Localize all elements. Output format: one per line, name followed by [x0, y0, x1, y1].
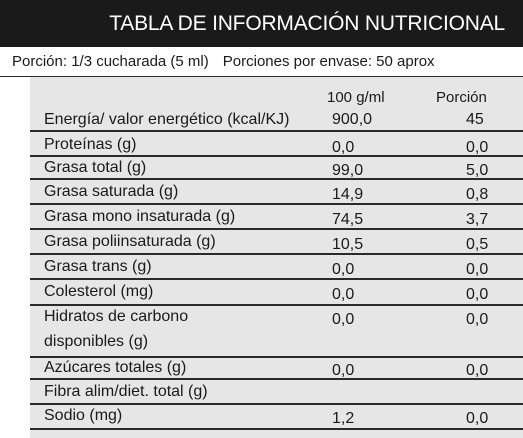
value-per-100: 0,0: [332, 286, 355, 303]
nutrient-label: Azúcares totales (g): [44, 359, 187, 376]
row-divider: [30, 278, 523, 280]
nutrient-label: Grasa saturada (g): [44, 183, 179, 200]
value-per-100: 900,0: [332, 111, 373, 128]
value-per-100: 1,2: [332, 410, 355, 427]
row-divider: [30, 304, 523, 306]
nutrient-label: Proteínas (g): [44, 136, 137, 153]
column-header-per-portion: Porción: [436, 89, 487, 106]
nutrient-label: Colesterol (mg): [44, 283, 154, 300]
row-divider: [30, 356, 523, 358]
row-divider: [30, 130, 523, 132]
value-per-100: 0,0: [332, 261, 355, 278]
table-title: TABLA DE INFORMACIÓN NUTRICIONAL: [0, 0, 523, 47]
value-per-100: 14,9: [332, 186, 364, 203]
portions-per-container: Porciones por envase: 50 aprox: [222, 53, 435, 70]
value-per-100: 0,0: [332, 362, 355, 379]
nutrient-label: Grasa mono insaturada (g): [44, 208, 236, 225]
row-divider: [30, 203, 523, 205]
value-per-portion: 0,0: [466, 311, 489, 328]
value-per-100: 74,5: [332, 211, 364, 228]
table-body-background: [30, 77, 523, 438]
nutrient-label: Grasa trans (g): [44, 258, 152, 275]
value-per-100: 99,0: [332, 162, 364, 179]
value-per-100: 0,0: [332, 311, 355, 328]
nutrient-label-line2: disponibles (g): [44, 333, 149, 350]
row-divider: [30, 228, 523, 230]
row-divider: [30, 253, 523, 255]
value-per-portion: 3,7: [466, 211, 489, 228]
value-per-100: 0,0: [332, 139, 355, 156]
value-per-portion: 5,0: [466, 162, 489, 179]
row-divider: [30, 178, 523, 180]
portion-size: Porción: 1/3 cucharada (5 ml): [12, 53, 209, 70]
value-per-100: 10,5: [332, 236, 364, 253]
value-per-portion: 0,5: [466, 236, 489, 253]
row-divider: [30, 403, 523, 405]
value-per-portion: 45: [466, 111, 484, 128]
row-divider: [30, 428, 523, 430]
value-per-portion: 0,0: [466, 139, 489, 156]
nutrient-label: Fibra alim/diet. total (g): [44, 383, 208, 400]
nutrient-label: Energía/ valor energético (kcal/KJ): [44, 111, 290, 128]
value-per-portion: 0,0: [466, 261, 489, 278]
serving-info: Porción: 1/3 cucharada (5 ml) Porciones …: [0, 47, 523, 77]
row-divider: [30, 378, 523, 380]
value-per-portion: 0,8: [466, 186, 489, 203]
nutrient-label: Grasa total (g): [44, 159, 147, 176]
nutrient-label: Sodio (mg): [44, 407, 123, 424]
value-per-portion: 0,0: [466, 286, 489, 303]
nutrient-label: Hidratos de carbono: [44, 308, 189, 325]
value-per-portion: 0,0: [466, 362, 489, 379]
value-per-portion: 0,0: [466, 410, 489, 427]
row-divider: [30, 155, 523, 157]
column-header-per-100: 100 g/ml: [327, 89, 385, 106]
nutrient-label: Grasa poliinsaturada (g): [44, 233, 216, 250]
